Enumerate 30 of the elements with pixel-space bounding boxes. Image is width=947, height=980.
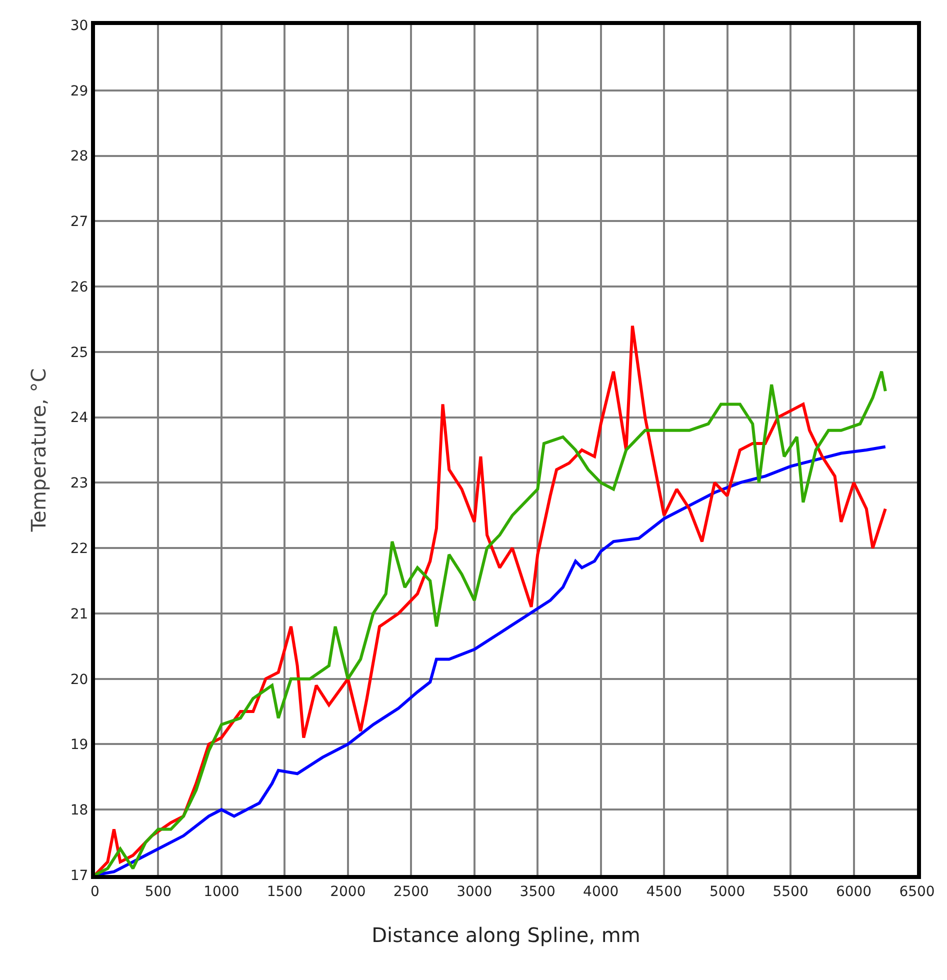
x-tick-label: 2500 xyxy=(393,884,429,900)
x-tick-label: 4500 xyxy=(646,884,682,900)
y-tick-label: 20 xyxy=(70,672,88,688)
x-tick-label: 4000 xyxy=(583,884,619,900)
x-tick-label: 3500 xyxy=(520,884,556,900)
y-tick-label: 25 xyxy=(70,344,88,361)
y-tick-label: 24 xyxy=(70,410,88,426)
y-tick-label: 26 xyxy=(70,279,88,296)
y-tick-label: 28 xyxy=(70,148,88,165)
x-tick-label: 1500 xyxy=(266,884,303,900)
y-tick-label: 27 xyxy=(70,214,88,230)
x-tick-label: 5000 xyxy=(709,884,746,900)
y-tick-label: 30 xyxy=(70,18,88,34)
x-tick-label: 3000 xyxy=(456,884,492,900)
x-tick-label: 2000 xyxy=(330,884,366,900)
y-tick-label: 18 xyxy=(70,802,88,819)
y-tick-label: 22 xyxy=(70,540,88,557)
x-tick-label: 0 xyxy=(90,884,100,900)
x-tick-label: 6500 xyxy=(899,884,935,900)
y-tick-label: 17 xyxy=(70,868,88,884)
x-axis-title: Distance along Spline, mm xyxy=(372,922,640,947)
x-tick-label: 6000 xyxy=(836,884,872,900)
x-tick-label: 500 xyxy=(144,884,172,900)
x-tick-label: 5500 xyxy=(772,884,808,900)
y-tick-label: 23 xyxy=(70,476,88,492)
x-tick-label: 1000 xyxy=(204,884,240,900)
y-tick-label: 29 xyxy=(70,83,88,100)
y-tick-label: 19 xyxy=(70,737,88,754)
y-tick-label: 21 xyxy=(70,606,88,622)
y-axis-title: Temperature, °C xyxy=(26,368,50,533)
